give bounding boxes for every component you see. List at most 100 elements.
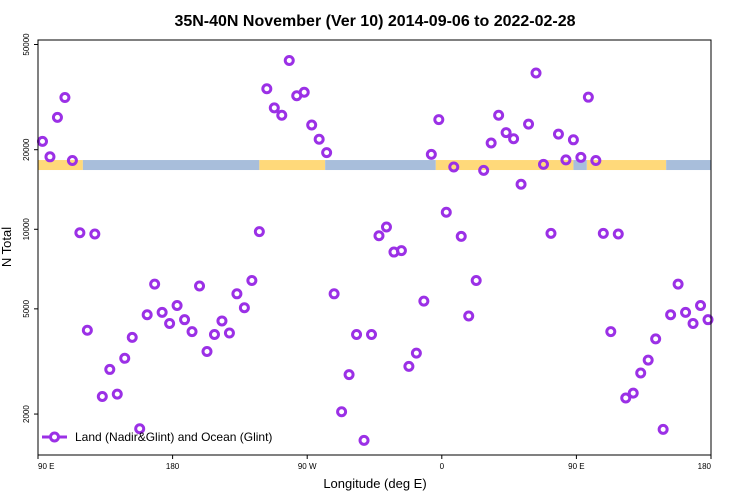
data-point xyxy=(246,275,258,287)
data-point xyxy=(620,392,632,404)
data-point xyxy=(186,326,198,338)
data-point xyxy=(306,119,318,131)
data-point xyxy=(508,133,520,145)
data-point xyxy=(672,278,684,290)
band-segment-land xyxy=(435,160,574,171)
x-tick-label: 90 E xyxy=(568,462,584,471)
band-segment-ocean xyxy=(666,160,711,171)
data-point xyxy=(268,102,280,114)
legend-marker xyxy=(49,431,60,443)
data-point xyxy=(612,228,624,240)
x-tick-label: 180 xyxy=(166,462,180,471)
data-point xyxy=(418,295,430,307)
data-point xyxy=(433,114,445,126)
data-point xyxy=(448,161,460,173)
data-point xyxy=(156,306,168,318)
data-point xyxy=(493,109,505,121)
data-point xyxy=(171,299,183,311)
x-axis-label: Longitude (deg E) xyxy=(323,476,426,491)
data-point xyxy=(261,83,273,95)
data-point xyxy=(605,326,617,338)
x-tick-label: 90 W xyxy=(298,462,317,471)
data-point xyxy=(321,147,333,159)
y-tick-label: 2000 xyxy=(22,405,31,423)
data-point xyxy=(380,221,392,233)
x-tick-label: 90 E xyxy=(38,462,54,471)
data-point xyxy=(425,148,437,160)
y-axis-label: N Total xyxy=(0,227,14,267)
data-point xyxy=(126,331,138,343)
data-point xyxy=(552,128,564,140)
data-point xyxy=(179,314,191,326)
data-point xyxy=(194,280,206,292)
legend-label: Land (Nadir&Glint) and Ocean (Glint) xyxy=(75,430,272,444)
data-point xyxy=(283,54,295,66)
data-point xyxy=(515,178,527,190)
band-segment-ocean xyxy=(82,160,260,171)
data-point xyxy=(231,288,243,300)
data-point xyxy=(403,360,415,372)
data-point xyxy=(343,369,355,381)
data-point xyxy=(373,230,385,242)
data-point xyxy=(51,111,63,123)
data-point xyxy=(104,363,116,375)
band-segment-land xyxy=(259,160,326,171)
data-point xyxy=(560,154,572,166)
band-segment-ocean xyxy=(573,160,587,171)
data-point xyxy=(410,347,422,359)
data-point xyxy=(627,387,639,399)
data-point xyxy=(351,328,363,340)
data-point xyxy=(238,302,250,314)
data-point xyxy=(44,151,56,163)
data-point xyxy=(642,354,654,366)
band-segment-ocean xyxy=(325,160,436,171)
data-point xyxy=(141,309,153,321)
data-point xyxy=(366,328,378,340)
data-point xyxy=(89,228,101,240)
data-point xyxy=(635,367,647,379)
plot-frame xyxy=(37,39,712,456)
data-point xyxy=(164,318,176,330)
data-point xyxy=(545,227,557,239)
data-point xyxy=(665,309,677,321)
y-tick-label: 50000 xyxy=(22,33,31,56)
data-point xyxy=(74,227,86,239)
data-point xyxy=(134,423,146,435)
data-point xyxy=(111,388,123,400)
data-point xyxy=(657,423,669,435)
data-point xyxy=(216,315,228,327)
data-point xyxy=(582,91,594,103)
y-tick-label: 20000 xyxy=(22,138,31,161)
y-tick-label: 5000 xyxy=(22,299,31,317)
data-point xyxy=(500,127,512,139)
x-tick-label: 180 xyxy=(698,462,712,471)
data-point xyxy=(36,135,48,147)
band-segment-land xyxy=(586,160,667,171)
data-point xyxy=(687,318,699,330)
data-point xyxy=(523,118,535,130)
data-point xyxy=(223,327,235,339)
data-point xyxy=(695,299,707,311)
data-point xyxy=(276,109,288,121)
data-point xyxy=(59,92,71,104)
data-point xyxy=(298,86,310,98)
data-point xyxy=(119,352,131,364)
data-point xyxy=(702,314,714,326)
data-point xyxy=(575,151,587,163)
x-axis: 90 E 180 90 W 0 90 E 180 xyxy=(37,455,712,471)
data-points xyxy=(36,54,714,446)
data-point xyxy=(597,227,609,239)
data-point xyxy=(358,434,370,446)
data-point xyxy=(440,206,452,218)
y-tick-label: 10000 xyxy=(22,218,31,241)
data-point xyxy=(149,278,161,290)
data-point xyxy=(485,137,497,149)
data-point xyxy=(96,391,108,403)
data-point xyxy=(455,230,467,242)
data-point xyxy=(590,155,602,167)
data-point xyxy=(66,155,78,167)
data-point xyxy=(680,306,692,318)
data-point xyxy=(478,164,490,176)
data-point xyxy=(81,324,93,336)
